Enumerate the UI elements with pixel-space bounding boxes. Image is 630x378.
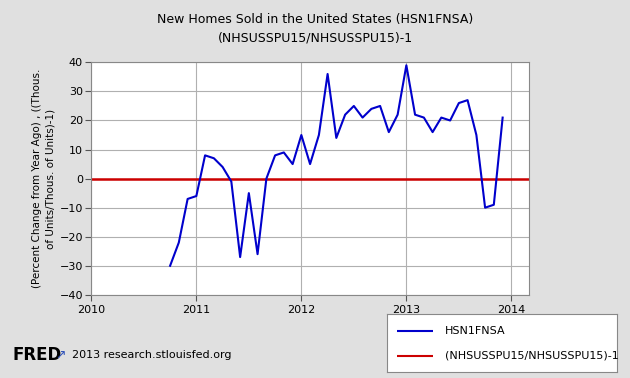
Text: (NHSUSSPU15/NHSUSSPU15)-1: (NHSUSSPU15/NHSUSSPU15)-1 bbox=[445, 351, 619, 361]
Text: HSN1FNSA: HSN1FNSA bbox=[445, 326, 505, 336]
Text: 2013 research.stlouisfed.org: 2013 research.stlouisfed.org bbox=[72, 350, 232, 360]
Text: New Homes Sold in the United States (HSN1FNSA)
(NHSUSSPU15/NHSUSSPU15)-1: New Homes Sold in the United States (HSN… bbox=[157, 13, 473, 44]
Text: FRED: FRED bbox=[13, 346, 62, 364]
Y-axis label: (Percent Change from Year Ago) , ((Thous.
of Units/Thous. of Units)-1): (Percent Change from Year Ago) , ((Thous… bbox=[32, 69, 55, 288]
Text: ↗: ↗ bbox=[55, 349, 66, 362]
